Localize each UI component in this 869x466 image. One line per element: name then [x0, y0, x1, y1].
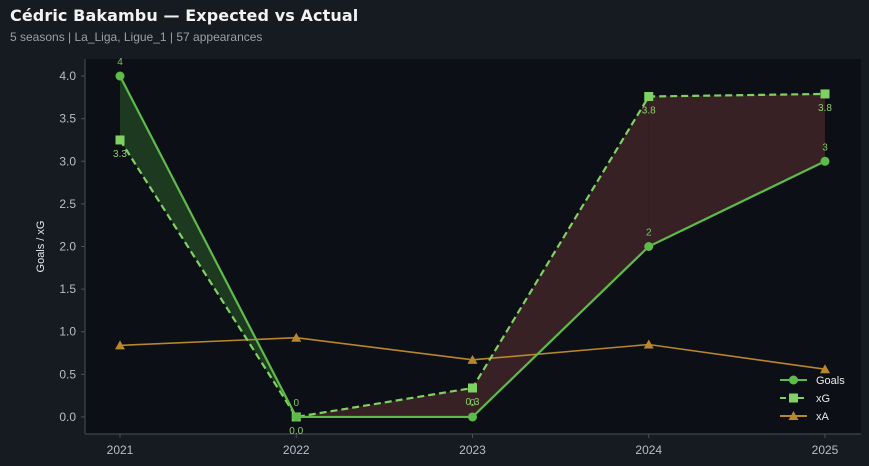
data-point-xg: [820, 89, 830, 99]
y-tick-label: 2.5: [59, 197, 76, 211]
data-point-goals: [468, 412, 477, 422]
x-tick-label: 2021: [107, 443, 134, 457]
y-tick-label: 1.5: [59, 282, 76, 296]
y-tick-label: 4.0: [59, 69, 76, 83]
x-tick-label: 2023: [459, 443, 486, 457]
data-point-xg: [644, 92, 654, 101]
data-label-xg: 3.3: [113, 149, 127, 160]
data-point-xa: [820, 364, 830, 374]
data-point-xa: [467, 354, 478, 364]
legend-label-goals: Goals: [816, 375, 845, 387]
data-label-goals: 3: [822, 142, 828, 153]
legend-marker-goals: [789, 375, 798, 385]
y-tick-label: 3.5: [59, 112, 76, 126]
x-tick-label: 2025: [812, 443, 839, 457]
data-label-xg: 0.0: [289, 426, 303, 437]
y-tick-label: 0.0: [59, 410, 76, 424]
y-tick-label: 3.0: [59, 154, 76, 168]
chart-subtitle: 5 seasons | La_Liga, Ligue_1 | 57 appear…: [10, 30, 263, 44]
data-point-goals: [291, 412, 301, 422]
fill-under-expected: [648, 93, 825, 247]
y-axis-label: Goals / xG: [35, 221, 47, 273]
y-tick-label: 2.0: [59, 240, 76, 254]
legend-label-xg: xG: [816, 393, 830, 405]
data-point-xg: [468, 383, 477, 393]
data-point-xa: [115, 340, 125, 350]
data-label-xg: 0.3: [466, 397, 480, 408]
chart-title: Cédric Bakambu — Expected vs Actual: [10, 6, 359, 25]
data-label-xg: 3.8: [818, 103, 832, 114]
data-point-xa: [643, 339, 654, 349]
data-label-xg: 3.8: [642, 106, 656, 117]
data-point-goals: [644, 242, 654, 251]
fill-under-expected: [472, 96, 649, 417]
data-label-goals: 0: [470, 398, 476, 409]
data-point-xa: [291, 332, 302, 342]
x-tick-label: 2022: [283, 443, 310, 457]
y-tick-label: 1.0: [59, 325, 76, 339]
legend-marker-xa: [788, 411, 799, 420]
legend: Goals xG xA: [780, 375, 845, 423]
y-tick-label: 0.5: [59, 367, 76, 381]
data-point-goals: [820, 156, 830, 166]
chart-header: Cédric Bakambu — Expected vs Actual 5 se…: [10, 6, 358, 44]
data-label-goals: 0: [293, 398, 299, 409]
legend-marker-xg: [789, 393, 798, 403]
data-label-goals: 4: [117, 57, 123, 68]
x-tick-label: 2024: [635, 443, 662, 457]
legend-label-xa: xA: [816, 411, 830, 423]
data-point-goals: [115, 71, 125, 81]
data-label-goals: 2: [646, 228, 652, 239]
data-point-xg: [115, 135, 125, 145]
